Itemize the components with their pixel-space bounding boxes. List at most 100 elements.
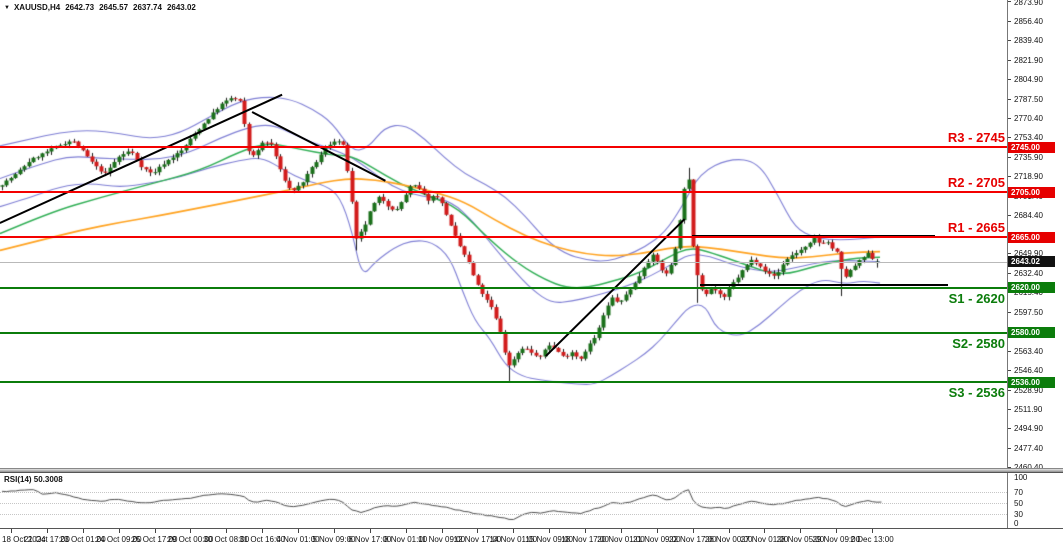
rsi-axis-label: 30 xyxy=(1014,509,1023,519)
y-tick-label: 2477.40 xyxy=(1014,443,1043,453)
y-tick-label: 2839.40 xyxy=(1014,36,1043,46)
x-tick xyxy=(620,529,622,533)
y-tick xyxy=(1007,1,1011,3)
x-tick xyxy=(692,529,694,533)
y-tick xyxy=(1007,98,1011,100)
x-tick-label: 29 Nov 09:00 xyxy=(812,535,861,544)
y-tick xyxy=(1007,466,1011,468)
x-tick-label: 30 Oct 08:00 xyxy=(203,535,250,544)
price-tag-r2: 2705.00 xyxy=(1008,186,1055,198)
support-label-s3: S3 - 2536 xyxy=(948,385,1005,401)
current-price-tag: 2643.02 xyxy=(1008,256,1055,268)
x-tick xyxy=(262,529,264,533)
y-tick xyxy=(1007,350,1011,352)
y-tick-label: 2735.90 xyxy=(1014,152,1043,162)
y-tick xyxy=(1007,117,1011,119)
pane-divider[interactable] xyxy=(0,468,1063,473)
y-tick-label: 2511.90 xyxy=(1014,404,1043,414)
y-tick xyxy=(1007,369,1011,371)
x-tick xyxy=(477,529,479,533)
rsi-level-line xyxy=(0,502,1007,504)
y-tick-label: 2856.40 xyxy=(1014,17,1043,27)
y-tick xyxy=(1007,312,1011,314)
y-tick xyxy=(1007,253,1011,255)
y-tick xyxy=(1007,389,1011,391)
price-axis-border xyxy=(1007,0,1008,528)
x-tick xyxy=(549,529,551,533)
resistance-label-r1: R1 - 2665 xyxy=(947,220,1005,235)
y-tick-label: 2718.90 xyxy=(1014,171,1043,181)
price-tag-s3: 2536.00 xyxy=(1008,376,1055,388)
y-tick-label: 2787.50 xyxy=(1014,94,1043,104)
y-tick-label: 2494.90 xyxy=(1014,423,1043,433)
ohlc-close: 2643.02 xyxy=(166,3,196,12)
x-tick xyxy=(190,529,192,533)
x-tick-label: 15 Nov 09:00 xyxy=(525,535,573,544)
symbol-timeframe: XAUUSD,H4 xyxy=(13,3,61,12)
x-tick xyxy=(11,529,12,533)
x-tick-label: 24 Oct 09:00 xyxy=(95,535,142,544)
rsi-axis-label: 50 xyxy=(1014,498,1023,508)
resistance-line-r1[interactable] xyxy=(0,236,1007,238)
rsi-axis-label: 100 xyxy=(1014,473,1028,482)
x-tick-label: 27 Nov 01:00 xyxy=(740,535,789,544)
resistance-label-r3: R3 - 2745 xyxy=(947,130,1005,145)
y-tick-label: 2821.90 xyxy=(1014,55,1043,65)
x-tick-label: 18 Nov 17:00 xyxy=(561,535,609,544)
x-tick xyxy=(585,529,587,533)
x-tick-label: 22 Nov 17:00 xyxy=(668,535,717,544)
ohlc-open: 2642.73 xyxy=(65,3,95,12)
y-tick xyxy=(1007,137,1011,139)
y-tick-label: 2804.90 xyxy=(1014,75,1043,85)
y-tick-label: 2632.40 xyxy=(1014,269,1043,279)
ohlc-high: 2645.57 xyxy=(99,3,129,12)
x-tick-label: 25 Oct 17:00 xyxy=(131,535,178,544)
x-tick xyxy=(405,529,407,533)
x-tick-label: 18 Oct 2024 xyxy=(2,535,46,544)
rsi-level-line xyxy=(0,491,1007,493)
x-tick xyxy=(441,529,443,533)
y-tick xyxy=(1007,408,1011,410)
x-tick-label: 21 Nov 09:00 xyxy=(633,535,681,544)
y-tick-label: 2753.40 xyxy=(1014,133,1043,143)
x-tick-label: 14 Nov 01:00 xyxy=(489,535,538,544)
x-tick xyxy=(800,529,802,533)
x-tick xyxy=(46,529,48,533)
price-tag-s2: 2580.00 xyxy=(1008,327,1055,339)
x-tick xyxy=(226,529,228,533)
y-tick-label: 2684.40 xyxy=(1014,210,1043,220)
x-tick-label: 28 Nov 05:00 xyxy=(776,535,825,544)
y-tick xyxy=(1007,156,1011,158)
y-tick xyxy=(1007,40,1011,42)
x-tick-label: 29 Oct 00:00 xyxy=(167,535,214,544)
y-tick xyxy=(1007,21,1011,23)
symbol-dropdown-icon[interactable]: ▼ xyxy=(4,5,10,11)
trendline-5[interactable] xyxy=(700,283,948,286)
trendline-4[interactable] xyxy=(692,234,935,238)
symbol-ohlc-label: ▼ XAUUSD,H4 2642.73 2645.57 2637.74 2643.02 xyxy=(4,3,201,12)
x-tick-label: 5 Nov 09:00 xyxy=(312,535,356,544)
support-line-s3[interactable] xyxy=(0,381,1007,384)
x-tick-label: 8 Nov 01:00 xyxy=(384,535,428,544)
x-tick xyxy=(872,529,874,533)
y-tick-label: 2770.40 xyxy=(1014,113,1043,123)
y-tick xyxy=(1007,214,1011,216)
y-tick-label: 2873.90 xyxy=(1014,0,1043,7)
support-line-s2[interactable] xyxy=(0,331,1007,334)
support-label-s1: S1 - 2620 xyxy=(948,290,1005,306)
y-tick-label: 2597.50 xyxy=(1014,308,1043,318)
x-tick-label: 2 Dec 13:00 xyxy=(850,535,894,544)
ohlc-low: 2637.74 xyxy=(133,3,162,12)
price-tag-r1: 2665.00 xyxy=(1008,231,1055,243)
price-tag-r3: 2745.00 xyxy=(1008,141,1055,153)
resistance-line-r2[interactable] xyxy=(0,191,1007,193)
x-tick-label: 31 Oct 16:00 xyxy=(239,535,286,544)
rsi-indicator-label: RSI(14) 50.3008 xyxy=(4,475,63,484)
x-tick xyxy=(836,529,838,533)
resistance-line-r3[interactable] xyxy=(0,146,1007,148)
x-tick xyxy=(764,529,766,533)
support-line-s1[interactable] xyxy=(0,286,1007,289)
rsi-axis-label: 70 xyxy=(1014,487,1023,497)
